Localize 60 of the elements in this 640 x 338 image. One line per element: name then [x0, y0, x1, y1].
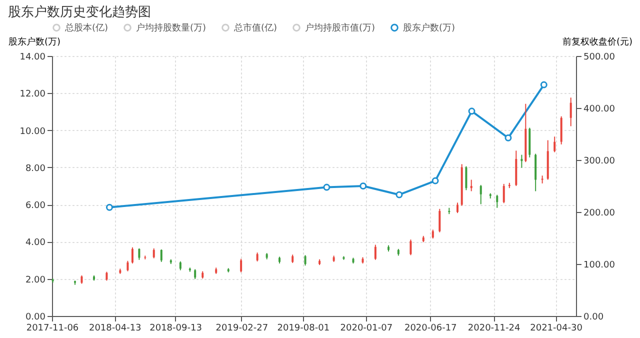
x-tick-label: 2018-04-13 — [88, 324, 142, 334]
point — [323, 184, 330, 191]
legend-label: 总市值(亿) — [233, 22, 278, 34]
y-axis-title: 股东户数(万) — [8, 36, 61, 48]
y2-tick-label: 300.00 — [584, 156, 616, 166]
x-tick-label: 2020-11-24 — [468, 324, 520, 334]
chart-title: 股东户数历史变化趋势图 — [8, 5, 151, 20]
candlestick — [240, 258, 242, 273]
candlestick — [496, 194, 498, 208]
x-tick-label: 2017-11-06 — [26, 324, 79, 334]
candlestick — [480, 184, 482, 205]
y-tick-label: 6.00 — [25, 201, 46, 212]
candlestick — [465, 166, 468, 191]
candlestick — [138, 248, 140, 260]
candlestick — [560, 116, 562, 145]
candlestick — [520, 154, 523, 168]
y-tick-label: 4.00 — [25, 238, 46, 248]
candlestick — [470, 179, 472, 192]
x-tick-label: 2020-01-07 — [340, 324, 393, 334]
y2-tick-label: 500.00 — [584, 52, 616, 62]
legend-label: 股东户数(万) — [403, 22, 456, 34]
candlestick — [160, 248, 162, 262]
y2-tick-label: 200.00 — [584, 208, 616, 218]
x-tick-label: 2018-09-13 — [150, 324, 202, 334]
y-tick-label: 0.00 — [25, 312, 46, 322]
candlestick — [126, 260, 129, 272]
y-tick-label: 2.00 — [25, 275, 46, 286]
candlestick — [410, 239, 412, 256]
point — [540, 81, 548, 88]
point — [468, 108, 476, 115]
point — [396, 191, 403, 198]
x-tick-label: 2021-04-30 — [530, 324, 583, 334]
legend-label: 总股本(亿) — [64, 22, 108, 34]
legend-label: 户均持股市值(万) — [305, 22, 376, 34]
y-tick-label: 10.00 — [20, 126, 46, 137]
candlestick — [554, 136, 556, 153]
legend-label: 户均持股数量(万) — [136, 22, 206, 34]
candlestick — [456, 202, 458, 214]
y-tick-label: 14.00 — [20, 52, 46, 62]
candlestick — [131, 246, 134, 264]
y2-tick-label: 100.00 — [584, 260, 616, 270]
x-tick-label: 2019-02-27 — [216, 324, 268, 334]
candlestick — [438, 208, 441, 233]
point — [504, 134, 512, 142]
point — [432, 177, 439, 184]
point — [360, 182, 367, 190]
y-tick-label: 8.00 — [25, 164, 46, 174]
candlestick — [374, 244, 376, 260]
x-tick-label: 2020-06-17 — [404, 324, 457, 334]
candlestick — [194, 268, 196, 280]
candlestick — [570, 97, 572, 127]
y-tick-label: 12.00 — [20, 90, 46, 100]
candlestick — [304, 254, 306, 266]
candlestick — [152, 248, 155, 259]
point — [106, 204, 113, 211]
y2-tick-label: 400.00 — [584, 104, 616, 114]
y2-tick-label: 0.00 — [584, 312, 604, 322]
x-tick-label: 2019-08-01 — [277, 324, 330, 334]
candlestick — [502, 183, 505, 204]
y2-axis-title: 前复权收盘价(元) — [562, 36, 632, 48]
